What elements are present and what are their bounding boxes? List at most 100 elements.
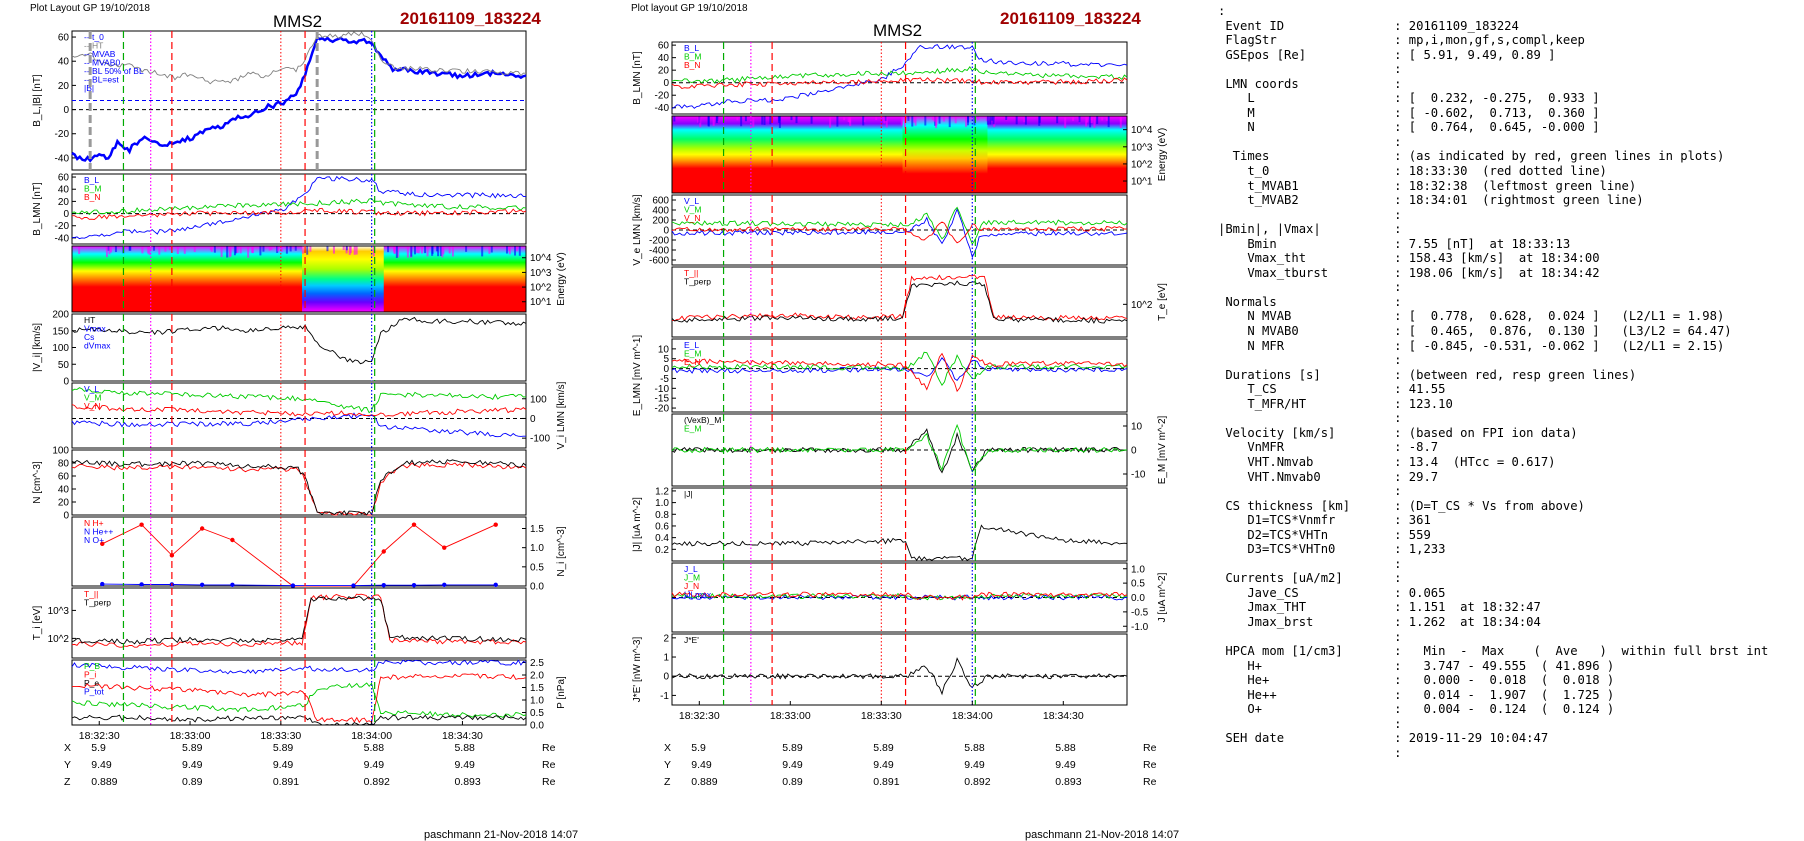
left-spectrogram-speckle: [214, 246, 216, 253]
mid-spectrogram-speckle: [716, 116, 718, 121]
left-ytick-label: 10^3: [530, 268, 552, 279]
info-line: VHT.Nmvab : 13.4 (HTcc = 0.617): [1218, 455, 1768, 470]
left-ytick-label: 100: [52, 446, 69, 457]
mid-ytick-label: 1: [663, 653, 669, 664]
left-point: [230, 538, 234, 542]
left-ephem-value: 5.89: [273, 742, 294, 754]
mid-ytick-label: -10: [1131, 470, 1146, 481]
left-spectrogram-speckle: [259, 246, 261, 255]
left-spectrogram-speckle: [302, 246, 304, 254]
mid-panel-7: 1.0 0.5 0.0 -0.5 -1.0 J [uA m^-2] J_LJ_MJ_N|J|…: [672, 563, 1168, 633]
left-series-p-e: [72, 715, 526, 725]
left-ephem-value: 5.88: [454, 742, 475, 754]
info-line: Vmax_tburst : 198.06 [km/s] at 18:34:42: [1218, 266, 1768, 281]
left-xtick-label: 18:33:00: [170, 730, 211, 742]
left-spectrogram-speckle: [129, 246, 131, 251]
mid-series-e-n: [672, 354, 1127, 392]
left-ytick-label: -40: [55, 153, 70, 164]
left-ytick-label: 0.5: [530, 562, 544, 573]
mid-panel-3: 10^2 T_e [eV]T_||T_perp: [672, 267, 1168, 337]
left-point: [139, 522, 143, 526]
left-spectrogram-speckle: [519, 246, 521, 256]
left-point: [382, 549, 386, 553]
left-ytick-label: -100: [530, 434, 550, 445]
left-point: [442, 583, 446, 587]
left-panel-frame: [72, 314, 526, 381]
left-ytick-label: 0: [63, 209, 69, 220]
left-spectrogram-speckle: [421, 246, 423, 254]
left-ylabel: T_i [eV]: [32, 606, 43, 641]
info-line: He++ : 0.014 - 1.907 ( 1.725 ): [1218, 688, 1768, 703]
info-line: D1=TCS*Vnmfr : 361: [1218, 513, 1768, 528]
mid-spectrogram-speckle: [1064, 116, 1066, 128]
left-spectrogram-speckle: [491, 246, 493, 253]
mid-ephem-value: 0.889: [691, 776, 717, 788]
left-ytick-label: 0.0: [530, 721, 544, 732]
mid-spectrogram-speckle: [1072, 116, 1074, 121]
left-ytick-label: 20: [58, 498, 70, 509]
mid-xtick-label: 18:33:30: [861, 710, 902, 722]
mid-ytick-label: -40: [655, 103, 670, 114]
left-xtick-label: 18:32:30: [79, 730, 120, 742]
mid-spectrogram-speckle: [989, 116, 991, 125]
left-ephem-label: X: [64, 742, 71, 754]
mid-ephem-label: Z: [664, 776, 671, 788]
mid-spectrogram-speckle: [1025, 116, 1027, 125]
mid-ephem-value: 5.88: [1055, 742, 1076, 754]
mid-xtick-label: 18:33:00: [770, 710, 811, 722]
mid-legend-entry: J*E': [684, 635, 699, 645]
left-spectrogram-speckle: [153, 246, 155, 251]
mid-legend-entry: E_N: [684, 357, 701, 367]
left-ytick-label: 40: [58, 57, 70, 68]
left-spectrogram-speckle: [277, 246, 279, 251]
mid-xtick-label: 18:34:00: [952, 710, 993, 722]
left-spectrogram-speckle: [354, 246, 356, 255]
info-line: :: [1218, 280, 1768, 295]
mid-legend-entry: V_N: [684, 213, 701, 223]
left-ytick-label: 0.5: [530, 708, 544, 719]
left-spectrogram-speckle: [441, 246, 443, 257]
info-line: VnMFR : -8.7: [1218, 440, 1768, 455]
left-point: [351, 583, 355, 587]
mid-spectrogram-speckle: [848, 116, 850, 122]
left-ylabel: P [nPa]: [556, 676, 567, 709]
mid-spacecraft-title: MMS2: [873, 21, 922, 40]
left-ytick-label: 10^3: [48, 606, 70, 617]
info-line: Durations [s] : (between red, resp green…: [1218, 368, 1768, 383]
mid-ytick-label: 0.8: [655, 510, 669, 521]
left-panel-2: 10^410^310^210^1 Energy (eV): [72, 246, 567, 312]
left-spectrogram-speckle: [237, 246, 239, 253]
left-ephem-value: 9.49: [91, 759, 112, 771]
left-spectrogram-speckle: [414, 246, 416, 254]
mid-legend-entry: |J|: [684, 489, 693, 499]
left-panel-7: 10^310^2T_i [eV]T_||T_perp: [32, 588, 526, 658]
mid-series-t-: [672, 275, 1127, 321]
mid-ephem-value: 5.89: [873, 742, 894, 754]
mid-event-title: 20161109_183224: [1000, 9, 1141, 28]
mid-ephemeris-table: X 5.9 5.89 5.89 5.88 5.88 ReY 9.49 9.49 9.49 9.49 9…: [664, 742, 1157, 788]
mid-ylabel: |J| [uA m^-2]: [632, 497, 643, 552]
left-ytick-label: 200: [52, 310, 69, 321]
left-spectrogram-speckle: [346, 246, 348, 250]
left-panel-frame: [72, 588, 526, 658]
left-spectrogram-speckle: [309, 246, 311, 252]
mid-spectrogram-speckle: [745, 116, 747, 121]
mid-ephem-value: 0.893: [1055, 776, 1081, 788]
mid-ytick-label: 1.0: [655, 498, 669, 509]
left-plot-stack: 6040200-20-40B_L,|B| [nT]-- t_0-- HT-- M…: [32, 31, 567, 742]
mid-spectrogram-speckle: [764, 116, 766, 125]
mid-spectrogram-speckle: [1005, 116, 1007, 120]
left-panel-frame: [72, 517, 526, 586]
left-series--v-i-: [72, 318, 526, 364]
left-ephem-value: 5.9: [91, 742, 106, 754]
mid-plot-stack: 6040200-20-40B_LMN [nT]B_LB_MB_N10^410^3…: [632, 41, 1168, 722]
left-footer: paschmann 21-Nov-2018 14:07: [424, 829, 578, 841]
left-point: [412, 583, 416, 587]
mid-ytick-label: 20: [658, 66, 670, 77]
left-ephem-value: 0.892: [364, 776, 390, 788]
mid-spectrogram-speckle: [699, 116, 701, 127]
left-spectrogram-speckle: [516, 246, 518, 251]
left-point: [494, 522, 498, 526]
mid-spectrogram-speckle: [811, 116, 813, 124]
info-line: |Bmin|, |Vmax| :: [1218, 222, 1768, 237]
